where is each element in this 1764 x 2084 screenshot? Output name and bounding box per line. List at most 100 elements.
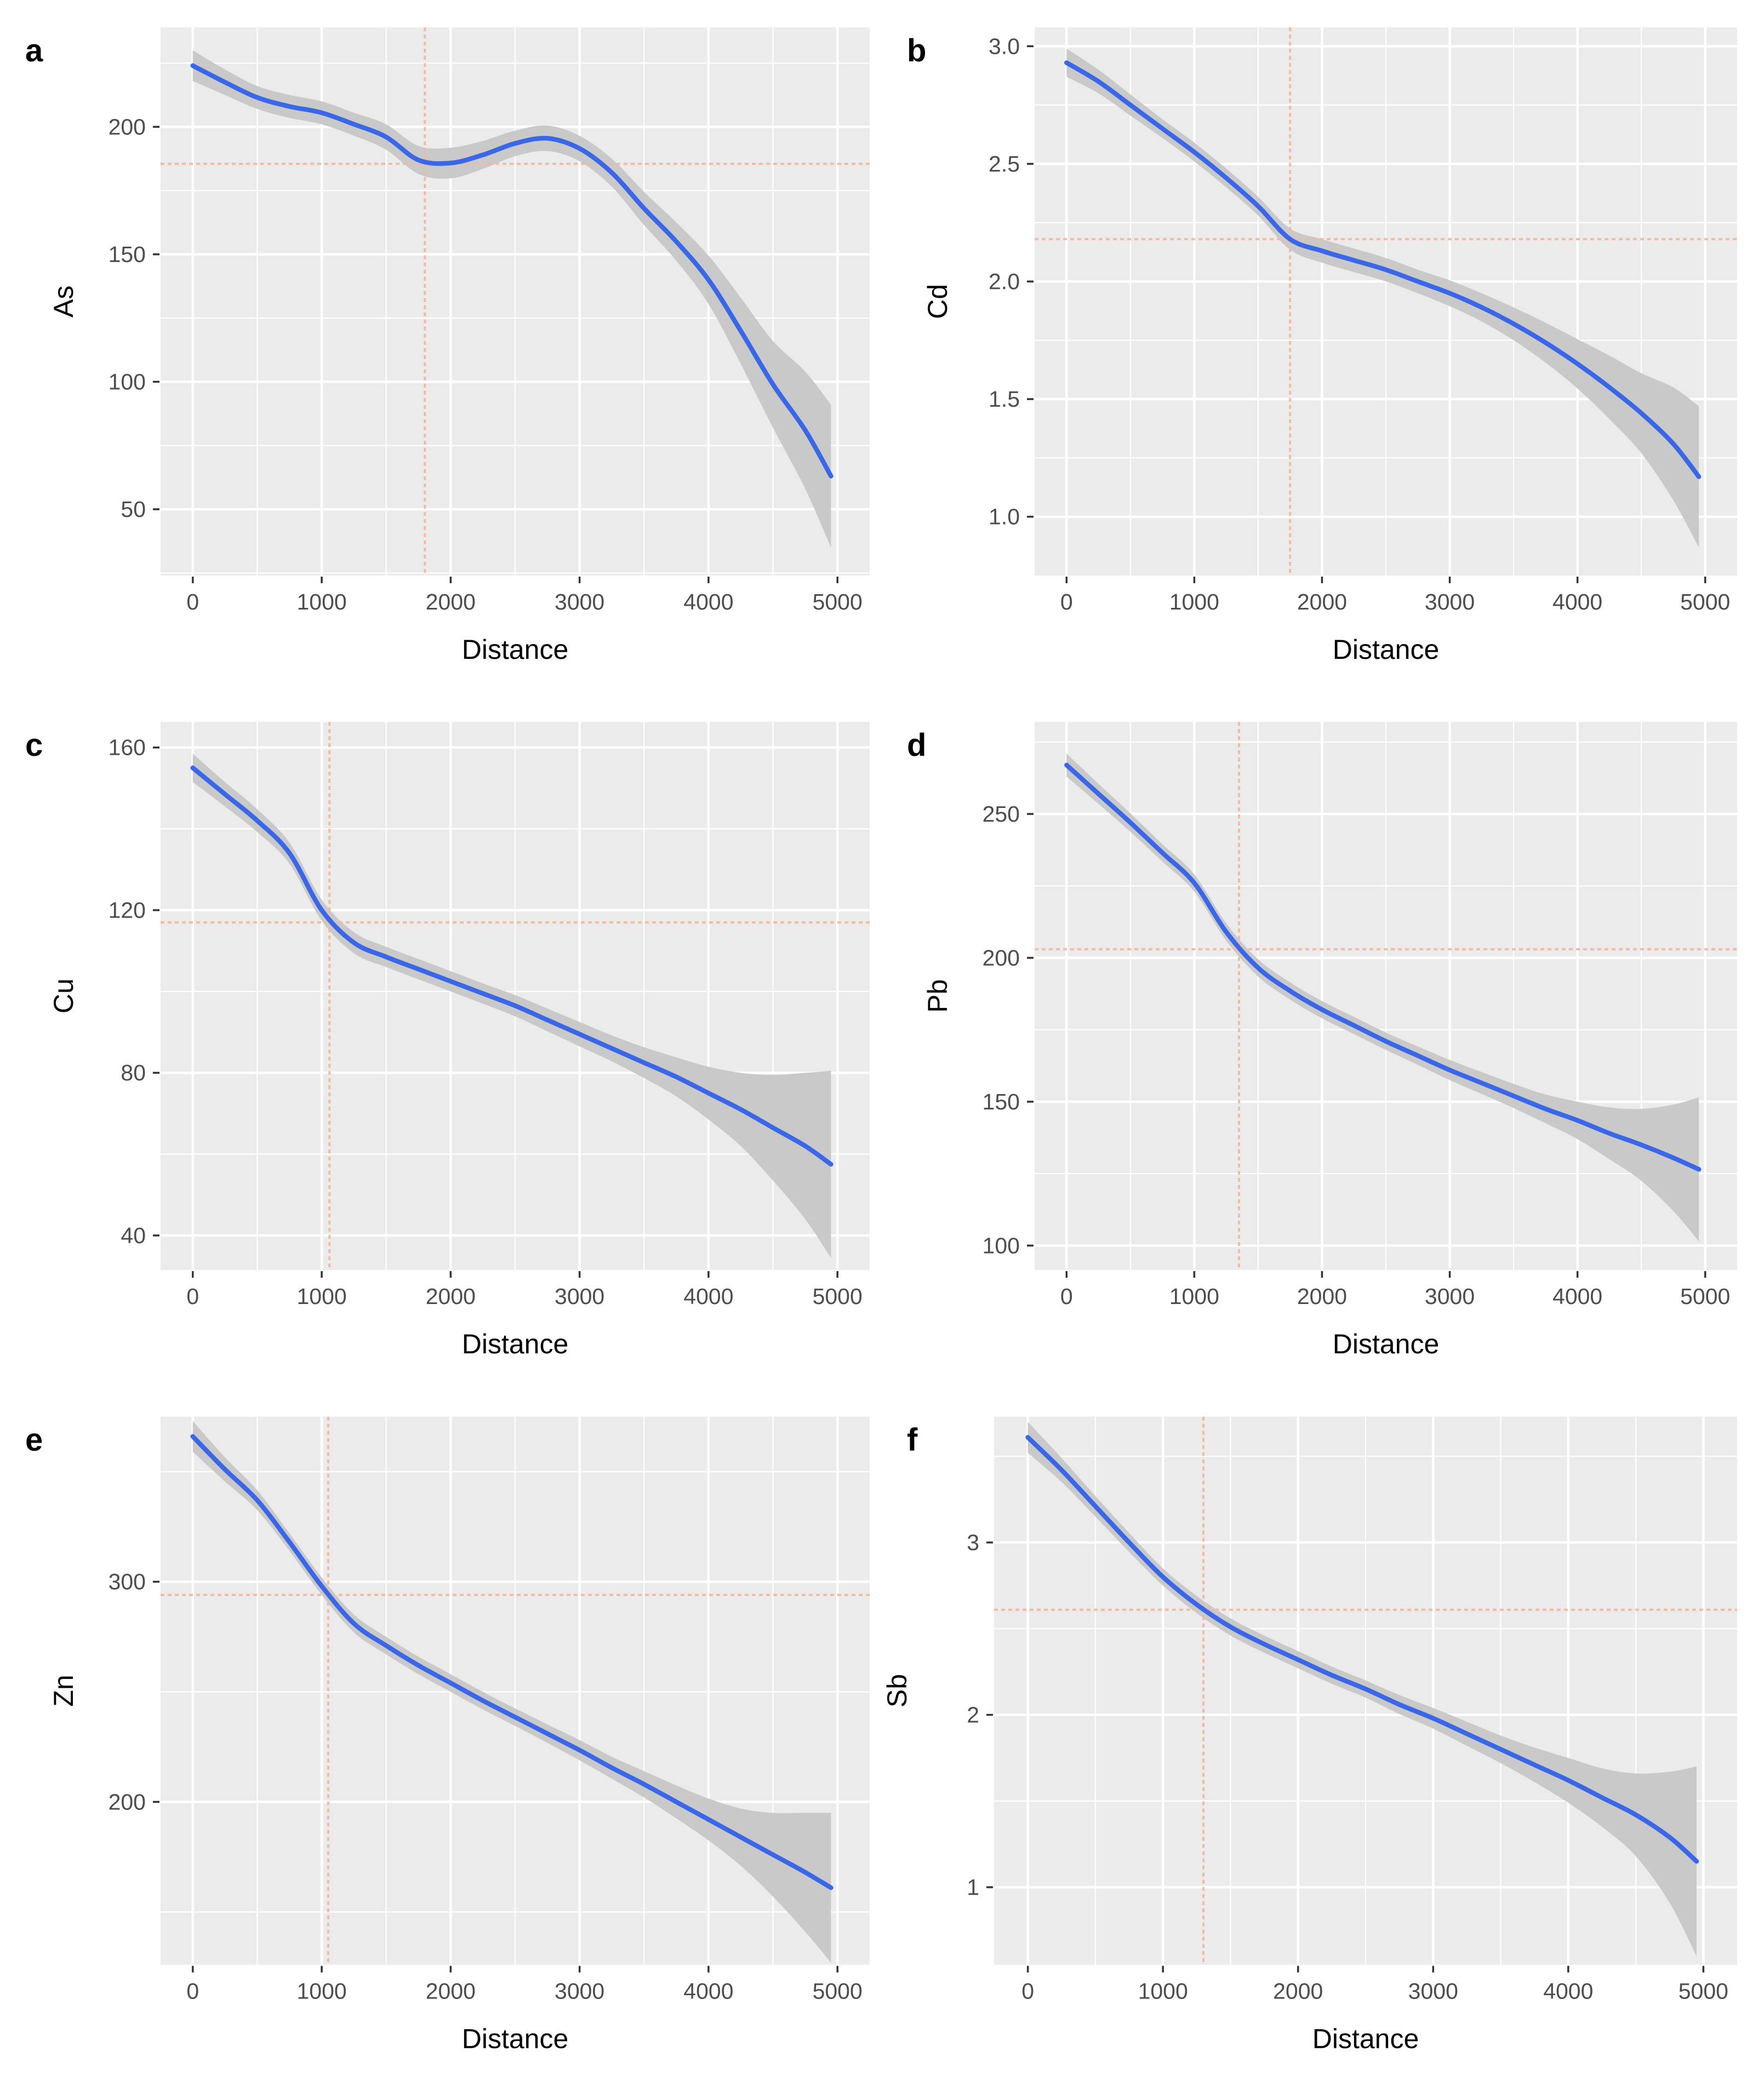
x-tick-label: 5000	[1680, 1284, 1730, 1309]
x-tick-label: 2000	[426, 1979, 476, 2004]
axis-ticks	[153, 126, 838, 583]
y-tick-label: 2.5	[989, 151, 1020, 176]
x-tick-label: 0	[186, 1979, 199, 2004]
major-gridlines	[1035, 722, 1737, 1270]
axis-ticks	[986, 1541, 1705, 1973]
x-tick-label: 0	[1021, 1979, 1034, 2004]
panel-a-chart: 0 1000 2000 3000 4000 5000 50 100 150 200 Distance…	[25, 27, 870, 665]
panel-b-chart: 0 1000 2000 3000 4000 5000 1.0 1.5 2.0 2.5 3.0 Dist…	[907, 27, 1737, 665]
y-tick-label: 300	[109, 1569, 146, 1595]
y-tick-label: 160	[109, 735, 146, 760]
x-tick-label: 3000	[555, 589, 604, 614]
panel-b: 0 1000 2000 3000 4000 5000 1.0 1.5 2.0 2.5 3.0 Dist…	[882, 0, 1764, 694]
x-tick-label: 5000	[1680, 589, 1730, 614]
y-tick-label: 1.5	[989, 386, 1020, 412]
y-axis-title: Pb	[922, 979, 953, 1012]
minor-gridlines	[1035, 27, 1737, 576]
y-tick-label: 100	[109, 369, 146, 395]
confidence-band	[1066, 753, 1699, 1242]
y-tick-label: 50	[121, 497, 146, 522]
panel-f: 0 1000 2000 3000 4000 5000 1 2 3 Distance Sb f	[882, 1389, 1764, 2084]
x-tick-label: 5000	[813, 589, 863, 614]
y-tick-label: 200	[109, 1789, 146, 1814]
x-tick-label: 0	[1060, 1284, 1073, 1309]
x-tick-label: 2000	[1273, 1979, 1323, 2004]
y-tick-label: 80	[121, 1060, 146, 1085]
y-tick-label: 3.0	[989, 33, 1020, 59]
x-tick-label: 3000	[1408, 1979, 1458, 2004]
minor-gridlines	[161, 27, 870, 576]
x-tick-label: 2000	[1297, 589, 1347, 614]
axis-ticks	[153, 746, 838, 1278]
x-tick-label: 3000	[1425, 1284, 1475, 1309]
x-tick-label: 4000	[1543, 1979, 1593, 2004]
smooth-line	[1064, 60, 1702, 479]
x-tick-label: 1000	[1169, 1284, 1219, 1309]
y-tick-label: 120	[109, 897, 146, 923]
y-tick-label: 2	[967, 1702, 979, 1728]
x-tick-label: 4000	[683, 589, 733, 614]
y-axis-title: Cu	[48, 978, 79, 1013]
y-tick-label: 200	[983, 945, 1020, 970]
axis-ticks	[153, 1580, 838, 1973]
y-tick-label: 2.0	[989, 269, 1020, 294]
x-tick-label: 0	[186, 589, 199, 614]
major-gridlines	[161, 722, 870, 1270]
y-axis-title: Cd	[922, 284, 953, 319]
panel-d-chart: 0 1000 2000 3000 4000 5000 100 150 200 250 Distanc…	[907, 722, 1737, 1359]
panel-a: 0 1000 2000 3000 4000 5000 50 100 150 200 Distance…	[0, 0, 882, 694]
panel-letter: e	[25, 1422, 43, 1458]
x-tick-label: 2000	[426, 1284, 476, 1309]
y-tick-label: 150	[983, 1089, 1020, 1114]
panel-e: 0 1000 2000 3000 4000 5000 200 300 Distance Zn e	[0, 1389, 882, 2084]
panel-letter: c	[25, 727, 43, 763]
x-tick-label: 0	[1060, 589, 1073, 614]
axis-ticks	[1027, 45, 1706, 583]
y-axis-title: As	[48, 286, 79, 317]
x-axis-title: Distance	[462, 634, 569, 665]
x-tick-label: 1000	[296, 589, 346, 614]
x-tick-label: 3000	[555, 1284, 604, 1309]
y-tick-label: 150	[109, 242, 146, 267]
x-tick-label: 4000	[1552, 589, 1602, 614]
major-gridlines	[1035, 27, 1737, 576]
y-tick-label: 250	[983, 801, 1020, 827]
x-tick-label: 5000	[813, 1979, 863, 2004]
smooth-line	[190, 63, 834, 479]
panel-c: 0 1000 2000 3000 4000 5000 40 80 120 160 Distance C…	[0, 694, 882, 1389]
x-axis-title: Distance	[462, 2024, 569, 2054]
y-tick-label: 1.0	[989, 504, 1020, 529]
panel-e-chart: 0 1000 2000 3000 4000 5000 200 300 Distance Zn e	[25, 1416, 870, 2054]
x-axis-title: Distance	[1312, 2024, 1419, 2054]
panel-letter: a	[25, 33, 43, 69]
smooth-line	[190, 765, 834, 1167]
panel-f-chart: 0 1000 2000 3000 4000 5000 1 2 3 Distance Sb f	[882, 1416, 1737, 2054]
y-axis-title: Zn	[48, 1675, 79, 1706]
y-tick-label: 1	[967, 1875, 979, 1900]
x-tick-label: 5000	[1679, 1979, 1728, 2004]
x-tick-label: 1000	[1169, 589, 1219, 614]
x-tick-label: 3000	[555, 1979, 604, 2004]
panel-c-chart: 0 1000 2000 3000 4000 5000 40 80 120 160 Distance C…	[25, 722, 870, 1359]
confidence-band	[192, 50, 831, 548]
confidence-band	[1066, 48, 1699, 548]
smooth-line	[1064, 762, 1702, 1172]
x-tick-label: 2000	[1297, 1284, 1347, 1309]
axis-ticks	[1027, 813, 1706, 1278]
x-axis-title: Distance	[1333, 1329, 1440, 1359]
x-tick-label: 0	[186, 1284, 199, 1309]
y-tick-label: 200	[109, 114, 146, 139]
x-tick-label: 1000	[296, 1979, 346, 2004]
x-axis-title: Distance	[1333, 634, 1440, 665]
y-axis-title: Sb	[882, 1674, 912, 1707]
panel-letter: b	[907, 33, 926, 69]
x-tick-label: 4000	[683, 1979, 733, 2004]
x-tick-label: 4000	[1552, 1284, 1602, 1309]
major-gridlines	[994, 1416, 1737, 1965]
y-tick-label: 40	[121, 1223, 146, 1248]
x-tick-label: 5000	[813, 1284, 863, 1309]
x-tick-label: 2000	[426, 589, 476, 614]
y-tick-label: 3	[967, 1530, 979, 1555]
panel-d: 0 1000 2000 3000 4000 5000 100 150 200 250 Distanc…	[882, 694, 1764, 1389]
